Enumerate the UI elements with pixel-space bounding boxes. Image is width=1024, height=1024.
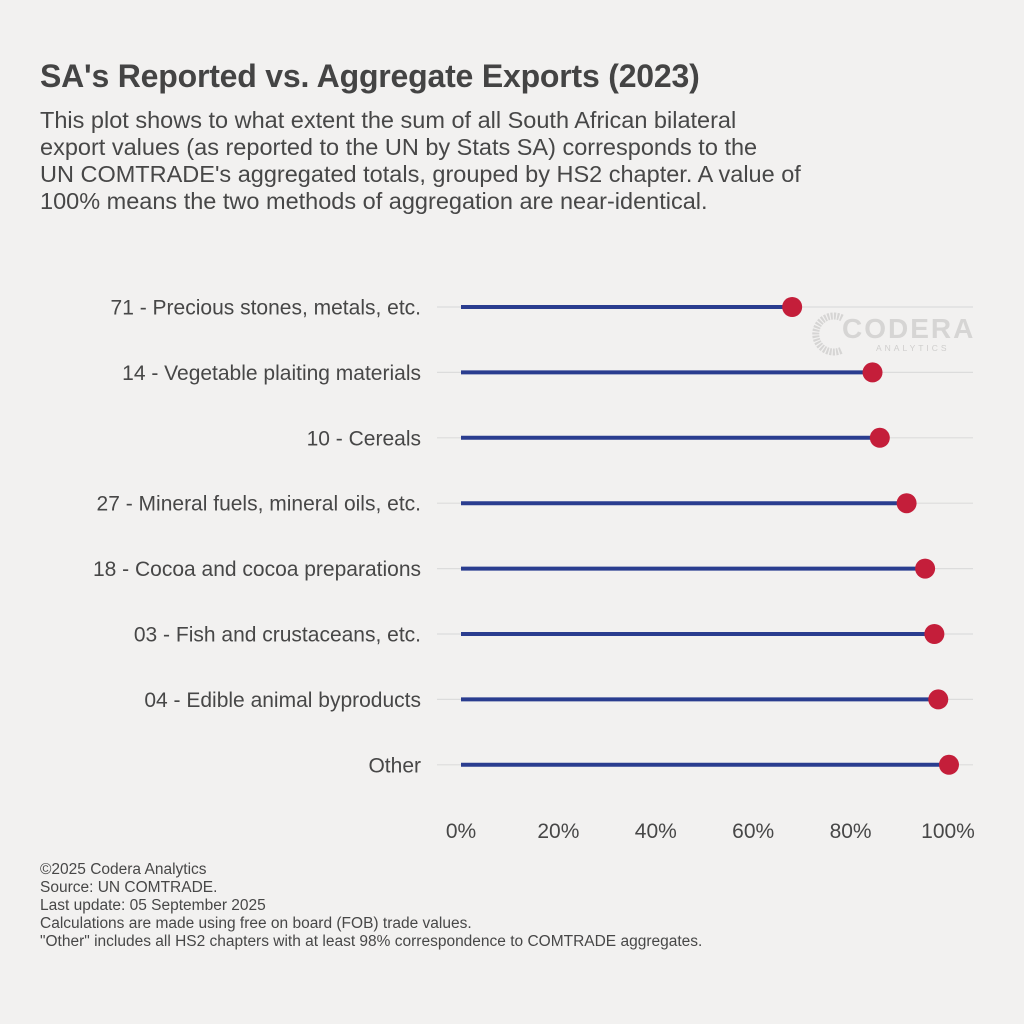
lollipop-dot	[915, 558, 936, 579]
stems	[461, 305, 949, 767]
footer-source: Source: UN COMTRADE.	[40, 879, 218, 896]
category-labels: 71 - Precious stones, metals, etc. 14 - V…	[93, 297, 421, 778]
footer-note: Calculations are made using free on boar…	[40, 915, 472, 932]
category-label: 03 - Fish and crustaceans, etc.	[134, 624, 421, 647]
category-label: 10 - Cereals	[307, 427, 421, 450]
lollipop-dot	[869, 427, 890, 448]
x-tick-label: 100%	[921, 820, 975, 843]
category-label: 18 - Cocoa and cocoa preparations	[93, 558, 421, 581]
subtitle-line: export values (as reported to the UN by …	[40, 134, 758, 160]
footer-last-update: Last update: 05 September 2025	[40, 897, 266, 914]
subtitle-line: 100% means the two methods of aggregatio…	[40, 188, 708, 214]
lollipop-dot	[924, 624, 945, 644]
x-tick-label: 60%	[732, 820, 774, 843]
lollipop-dot	[928, 689, 949, 710]
codera-logo-icon	[812, 312, 844, 356]
category-label: 14 - Vegetable plaiting materials	[122, 362, 421, 385]
chart-subtitle: This plot shows to what extent the sum o…	[40, 107, 940, 215]
category-label: 71 - Precious stones, metals, etc.	[111, 297, 421, 320]
logo-tagline: ANALYTICS	[876, 343, 950, 353]
x-tick-label: 20%	[537, 820, 579, 843]
footer-copyright: ©2025 Codera Analytics	[40, 861, 207, 878]
lollipop-dot	[938, 754, 959, 775]
subtitle-line: This plot shows to what extent the sum o…	[40, 107, 737, 133]
x-tick-label: 80%	[830, 820, 872, 843]
x-tick-label: 0%	[446, 820, 476, 843]
chart-title: SA's Reported vs. Aggregate Exports (202…	[40, 58, 700, 94]
lollipop-dot	[782, 297, 803, 317]
category-label: 27 - Mineral fuels, mineral oils, etc.	[97, 493, 421, 516]
x-tick-labels: 0% 20% 40% 60% 80% 100%	[446, 820, 975, 843]
subtitle-line: UN COMTRADE's aggregated totals, grouped…	[40, 161, 801, 187]
codera-logo: CODERA ANALYTICS	[812, 310, 973, 358]
dots	[782, 297, 959, 775]
category-label: 04 - Edible animal byproducts	[144, 689, 421, 712]
chart-footer: ©2025 Codera Analytics Source: UN COMTRA…	[40, 861, 702, 951]
lollipop-dot	[862, 362, 883, 383]
x-tick-label: 40%	[635, 820, 677, 843]
gridlines	[437, 306, 973, 766]
lollipop-dot	[896, 493, 917, 514]
category-label: Other	[368, 754, 421, 777]
logo-wordmark: CODERA	[842, 313, 976, 344]
footer-note: "Other" includes all HS2 chapters with a…	[40, 933, 703, 950]
